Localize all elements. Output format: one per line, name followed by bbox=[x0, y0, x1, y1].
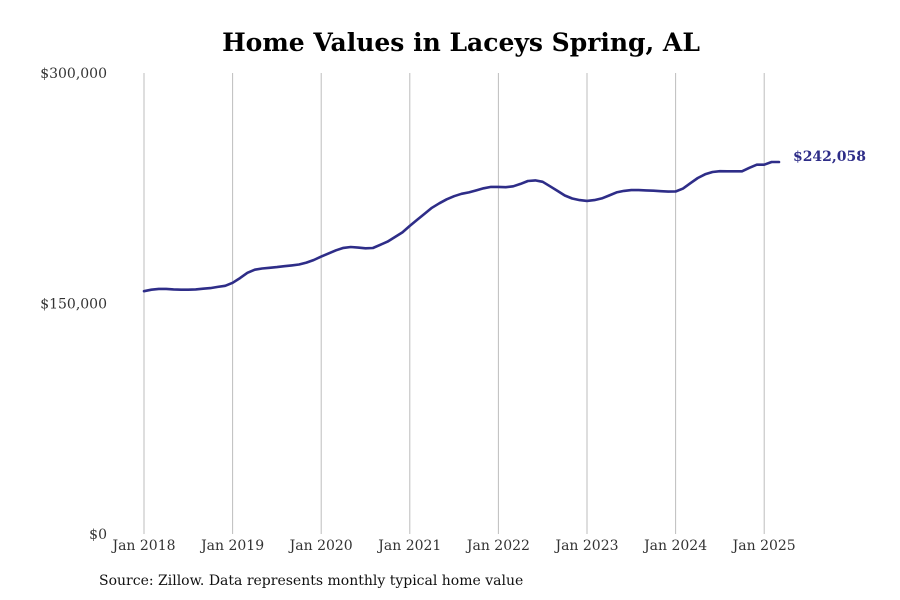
x-tick-label: Jan 2021 bbox=[376, 538, 441, 554]
end-value-label: $242,058 bbox=[793, 149, 866, 165]
source-note: Source: Zillow. Data represents monthly … bbox=[99, 573, 524, 589]
y-tick-label: $300,000 bbox=[40, 66, 107, 82]
x-tick-label: Jan 2022 bbox=[465, 538, 530, 554]
series-layer bbox=[142, 160, 781, 293]
x-tick-label: Jan 2024 bbox=[642, 538, 707, 554]
home-value-line bbox=[142, 160, 781, 293]
y-tick-label: $0 bbox=[89, 527, 107, 543]
x-axis: Jan 2018 Jan 2019 Jan 2020 Jan 2021 Jan 2022… bbox=[110, 538, 795, 554]
x-tick-label: Jan 2025 bbox=[731, 538, 796, 554]
x-tick-label: Jan 2019 bbox=[199, 538, 264, 554]
x-tick-label: Jan 2020 bbox=[288, 538, 353, 554]
grid-lines bbox=[143, 73, 765, 534]
y-tick-label: $150,000 bbox=[40, 297, 107, 313]
x-tick-label: Jan 2018 bbox=[110, 538, 175, 554]
y-axis: $0 $150,000 $300,000 bbox=[40, 66, 107, 543]
x-tick-label: Jan 2023 bbox=[553, 538, 618, 554]
chart-title: Home Values in Laceys Spring, AL bbox=[222, 28, 700, 57]
